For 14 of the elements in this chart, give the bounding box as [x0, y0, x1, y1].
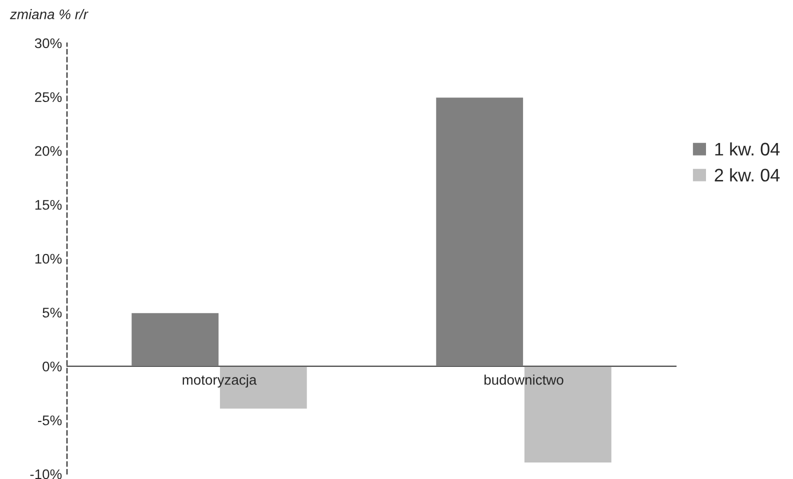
legend-label: 1 kw. 04: [715, 142, 780, 156]
y-tick-label: 0%: [42, 362, 62, 372]
y-axis-title: zmiana % r/r: [10, 9, 88, 20]
y-tick-label: 30%: [34, 38, 62, 48]
x-tick-label: motoryzacja: [182, 374, 257, 388]
y-tick-label: 15%: [35, 200, 62, 210]
y-tick-label: -5%: [38, 416, 62, 426]
y-tick-label: 5%: [42, 308, 62, 318]
y-tick-label: 25%: [35, 92, 62, 102]
y-tick-label: 10%: [35, 254, 62, 264]
y-tick-label: -10%: [30, 469, 62, 479]
y-tick-label: 20%: [35, 146, 62, 156]
x-tick-label: budownictwo: [484, 374, 564, 385]
legend-label: 2 kw. 04: [714, 168, 780, 182]
